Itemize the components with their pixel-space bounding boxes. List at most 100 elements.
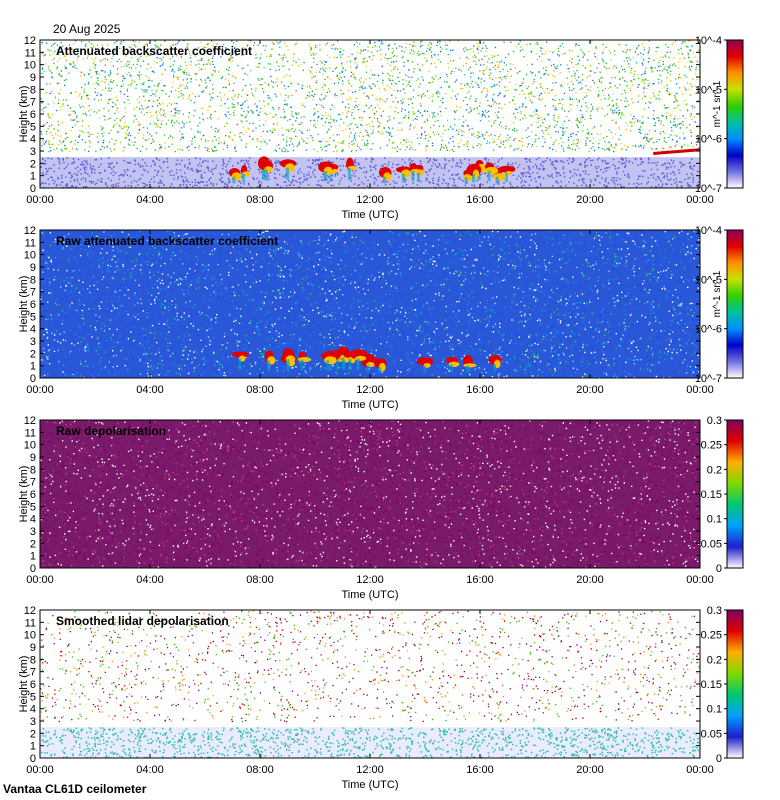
x-tick-label: 20:00	[576, 194, 604, 206]
precip-streak	[326, 360, 330, 371]
y-tick-label: 4	[30, 134, 36, 146]
x-axis-label: Time (UTC)	[341, 779, 398, 791]
colorbar-tick-label: 10^-7	[695, 373, 722, 385]
precip-streak	[300, 359, 304, 371]
y-axis-label: Height (km)	[18, 656, 30, 713]
precip-streak	[264, 169, 268, 181]
x-tick-label: 12:00	[356, 574, 384, 586]
colorbar	[726, 419, 744, 569]
x-tick-label: 04:00	[136, 194, 164, 206]
precip-streak	[466, 365, 470, 373]
precip-streak	[487, 170, 491, 182]
colorbar-tick-label: 0.2	[707, 654, 722, 666]
y-tick-label: 6	[30, 679, 36, 691]
x-tick-label: 00:00	[686, 574, 714, 586]
y-tick-label: 3	[30, 336, 36, 348]
chart-title: Raw attenuated backscatter coefficient	[56, 234, 278, 248]
chart-title: Attenuated backscatter coefficient	[56, 44, 252, 58]
precip-streak	[232, 176, 236, 184]
colorbar-tick-label: 0	[716, 753, 722, 765]
y-tick-label: 8	[30, 464, 36, 476]
colorbar-tick-label: 0.15	[701, 489, 722, 501]
x-tick-label: 20:00	[576, 574, 604, 586]
x-tick-label: 04:00	[136, 384, 164, 396]
instrument-label: Vantaa CL61D ceilometer	[3, 782, 147, 796]
y-tick-label: 7	[30, 287, 36, 299]
colorbar-tick-label: 0.1	[707, 514, 722, 526]
colorbar-tick-label: 0.05	[701, 538, 722, 550]
y-tick-label: 7	[30, 477, 36, 489]
cloud-patch	[231, 351, 249, 358]
noise-background	[40, 230, 700, 378]
precip-streak	[450, 364, 454, 373]
colorbar-tick-label: 0.2	[707, 464, 722, 476]
y-tick-label: 1	[30, 741, 36, 753]
colorbar-units: m^-1 sr^-1	[712, 270, 723, 317]
precip-streak	[356, 358, 360, 371]
y-tick-label: 5	[30, 121, 36, 133]
cloud-edge	[463, 363, 477, 368]
colorbar-tick-label: 10^-7	[695, 183, 722, 195]
heatmap-layer	[40, 610, 700, 758]
y-tick-label: 10	[24, 60, 36, 72]
colorbar-units: m^-1 sr^-1	[712, 80, 723, 127]
colorbar-tick-label: 0.25	[701, 440, 722, 452]
x-axis-label: Time (UTC)	[341, 209, 398, 221]
y-tick-label: 6	[30, 299, 36, 311]
x-tick-label: 16:00	[466, 384, 494, 396]
cloud-edge	[298, 357, 311, 363]
y-tick-label: 3	[30, 716, 36, 728]
colorbar-tick-label: 10^-5	[695, 84, 722, 96]
y-tick-label: 8	[30, 654, 36, 666]
y-tick-label: 12	[24, 35, 36, 47]
chart-title: Raw depolarisation	[56, 424, 166, 438]
y-tick-label: 9	[30, 642, 36, 654]
y-tick-label: 2	[30, 158, 36, 170]
y-tick-label: 9	[30, 262, 36, 274]
x-tick-label: 12:00	[356, 384, 384, 396]
x-tick-label: 08:00	[246, 574, 274, 586]
late-cloud-layer	[653, 148, 700, 155]
x-tick-label: 00:00	[686, 384, 714, 396]
y-tick-label: 8	[30, 274, 36, 286]
x-tick-label: 00:00	[26, 764, 54, 776]
precip-streak	[329, 171, 333, 182]
y-tick-label: 10	[24, 630, 36, 642]
date-label: 20 Aug 2025	[53, 22, 121, 36]
y-tick-label: 5	[30, 691, 36, 703]
precip-streak	[423, 365, 427, 373]
y-tick-label: 10	[24, 440, 36, 452]
precip-streak	[471, 173, 475, 183]
y-tick-label: 7	[30, 667, 36, 679]
x-tick-label: 08:00	[246, 764, 274, 776]
precip-streak	[267, 360, 271, 371]
y-tick-label: 0	[30, 753, 36, 765]
x-tick-label: 12:00	[356, 764, 384, 776]
y-tick-label: 1	[30, 171, 36, 183]
colorbar	[726, 609, 744, 759]
colorbar-tick-label: 0	[716, 563, 722, 575]
cloud-edge	[324, 356, 337, 365]
x-axis-label: Time (UTC)	[341, 399, 398, 411]
colorbar	[726, 229, 744, 379]
y-tick-label: 11	[25, 427, 36, 439]
y-tick-label: 9	[30, 452, 36, 464]
y-tick-label: 10	[24, 250, 36, 262]
y-tick-label: 12	[24, 415, 36, 427]
x-tick-label: 08:00	[246, 194, 274, 206]
x-tick-label: 00:00	[26, 574, 54, 586]
colorbar-tick-label: 10^-6	[695, 324, 722, 336]
x-tick-label: 04:00	[136, 574, 164, 586]
colorbar-tick-label: 0.05	[701, 728, 722, 740]
y-tick-label: 4	[30, 514, 36, 526]
y-tick-label: 9	[30, 72, 36, 84]
colorbar-tick-label: 0.1	[707, 704, 722, 716]
colorbar-tick-label: 10^-5	[695, 274, 722, 286]
x-tick-label: 16:00	[466, 194, 494, 206]
x-tick-label: 00:00	[686, 764, 714, 776]
y-tick-label: 8	[30, 84, 36, 96]
y-tick-label: 0	[30, 373, 36, 385]
precip-streak	[416, 172, 420, 182]
cloud-patch	[416, 357, 434, 366]
